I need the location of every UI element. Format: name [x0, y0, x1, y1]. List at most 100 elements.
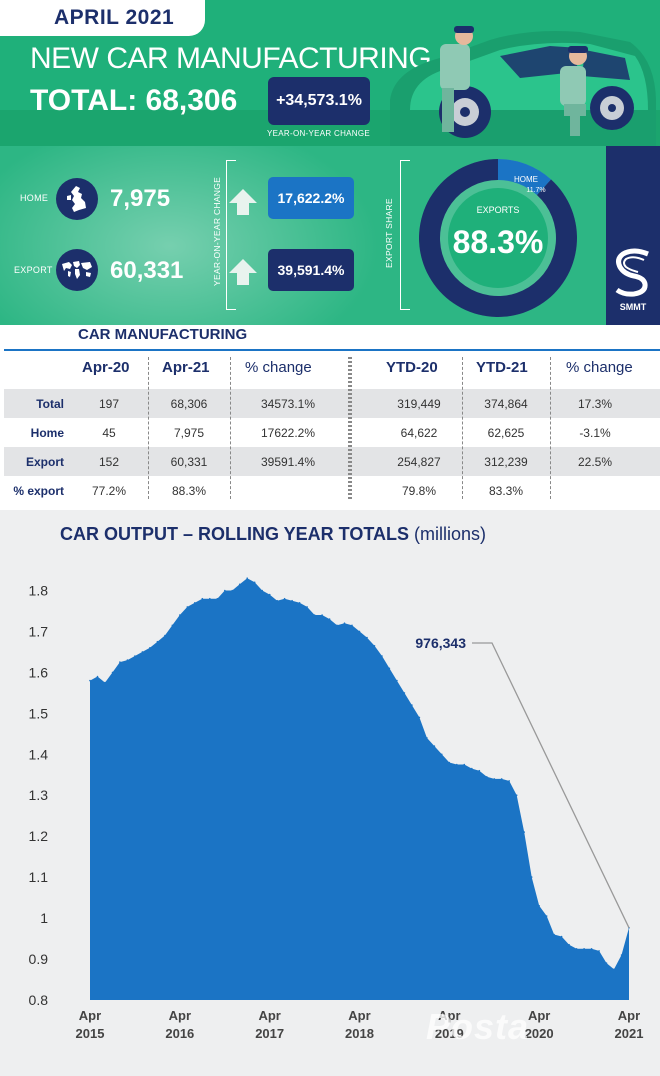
data-point	[575, 948, 578, 950]
table-cell: 39591.4%	[260, 455, 316, 469]
data-point	[268, 593, 271, 596]
table-cell: 88.3%	[171, 484, 207, 498]
chart-title: CAR OUTPUT – ROLLING YEAR TOTALS (millio…	[60, 524, 486, 545]
export-share-donut: EXPORTS 88.3% HOME 11.7%	[419, 159, 577, 317]
y-tick-label: 1.8	[29, 582, 49, 598]
table-row: Export 152 60,331 39591.4% 254,827 312,2…	[4, 447, 660, 476]
data-point	[298, 602, 301, 604]
col-header: Apr-21	[162, 359, 210, 376]
x-tick-label: Apr 2018	[345, 1008, 374, 1041]
table-cell: 319,449	[397, 397, 441, 411]
data-point	[261, 589, 264, 592]
data-point	[613, 968, 615, 971]
table-cell: 312,239	[484, 455, 528, 469]
table-cell: 152	[98, 455, 120, 469]
yoy-vertical-label: YEAR-ON-YEAR CHANGE	[212, 176, 222, 286]
y-tick-label: 1.5	[29, 705, 49, 721]
annotation-label: 976,343	[415, 635, 466, 651]
col-header: Apr-20	[82, 359, 130, 376]
y-tick-label: 0.9	[29, 951, 49, 967]
up-arrow-icon	[229, 189, 257, 215]
data-point	[411, 704, 413, 706]
home-label: HOME	[20, 193, 49, 203]
data-point	[179, 614, 181, 616]
table-cell: 77.2%	[91, 484, 127, 498]
table-cell: 83.3%	[488, 484, 524, 498]
data-point	[186, 606, 189, 608]
column-divider	[148, 357, 149, 499]
data-point	[231, 589, 233, 592]
col-header: % change	[245, 359, 312, 376]
smmt-s-icon	[615, 248, 649, 297]
data-point	[515, 794, 518, 796]
data-point	[171, 624, 174, 627]
data-point	[321, 614, 323, 616]
table-row: Home 45 7,975 17622.2% 64,622 62,625 -3.…	[4, 418, 660, 447]
data-point	[583, 948, 585, 950]
export-share-label: EXPORT SHARE	[384, 198, 394, 268]
data-point	[164, 634, 166, 637]
data-point	[590, 948, 593, 950]
y-tick-label: 1.4	[29, 746, 49, 762]
data-point	[381, 655, 383, 657]
donut-home-label: HOME	[514, 175, 538, 184]
uk-map-icon	[56, 178, 98, 220]
data-point	[433, 745, 436, 747]
data-point	[396, 679, 398, 682]
data-point	[306, 606, 308, 608]
section-divider	[348, 357, 352, 499]
data-point	[358, 630, 361, 633]
data-point	[448, 761, 451, 764]
data-point	[238, 583, 241, 586]
data-point	[605, 962, 608, 964]
data-point	[276, 599, 279, 602]
table-cell: 374,864	[484, 397, 528, 411]
col-header: YTD-20	[386, 359, 438, 376]
donut-exports-label: EXPORTS	[477, 205, 520, 215]
table-cell: 34573.1%	[260, 397, 316, 411]
col-header: % change	[566, 359, 633, 376]
yoy-change-badge: +34,573.1%	[268, 77, 370, 125]
data-point	[598, 950, 600, 952]
table-rule	[4, 349, 660, 351]
yoy-caption: YEAR-ON-YEAR CHANGE	[267, 129, 371, 138]
chart-unit: (millions)	[414, 524, 487, 544]
x-tick-label: Apr 2015	[76, 1008, 105, 1041]
col-header: YTD-21	[476, 359, 528, 376]
watermark: Posta	[426, 1006, 530, 1047]
data-point	[104, 681, 106, 684]
data-point	[141, 651, 144, 653]
series-area	[90, 578, 629, 1000]
data-point	[403, 692, 406, 694]
data-point	[493, 778, 496, 780]
data-point	[418, 716, 421, 719]
data-point	[530, 876, 533, 878]
up-arrow-icon	[229, 259, 257, 285]
table-cell: 197	[98, 397, 120, 411]
table-cell: 64,622	[400, 426, 438, 440]
data-point	[486, 776, 488, 778]
data-point	[500, 778, 503, 780]
data-point	[351, 624, 353, 627]
data-point	[89, 679, 91, 682]
donut-home-value: 11.7%	[526, 187, 545, 194]
data-point	[253, 581, 256, 584]
data-point	[201, 597, 204, 600]
data-point	[620, 954, 623, 956]
data-point	[336, 624, 338, 627]
data-point	[508, 780, 511, 782]
world-map-icon	[56, 249, 98, 291]
table-cell: 17.3%	[577, 397, 613, 411]
rolling-output-chart: 0.8 0.9 1 1.1 1.2 1.3 1.4 1.5 1.6 1.7 1.8 Apr 2015 Ap…	[29, 577, 644, 1041]
page-title: NEW CAR MANUFACTURING	[30, 42, 432, 75]
table-cell: 60,331	[170, 455, 208, 469]
row-label: Total	[36, 397, 64, 411]
data-point	[224, 589, 226, 592]
smmt-wordmark: SMMT	[619, 302, 647, 312]
data-point	[388, 667, 391, 670]
x-tick-label: Apr 2021	[615, 1008, 644, 1041]
total-value: TOTAL: 68,306	[30, 84, 238, 117]
data-point	[209, 597, 211, 600]
data-point	[343, 622, 346, 624]
